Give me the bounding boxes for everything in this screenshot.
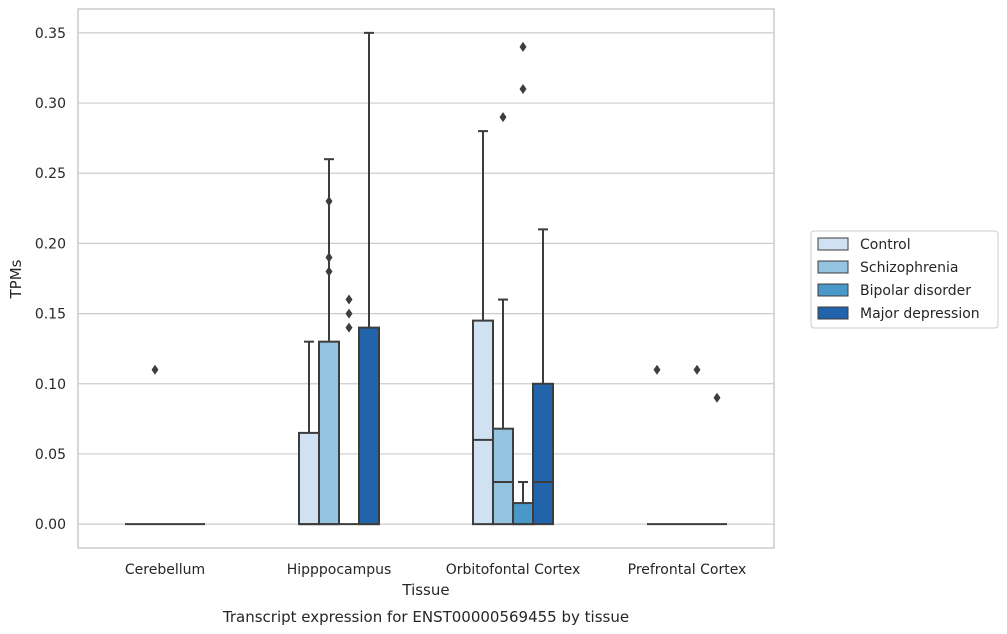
box-body	[358, 326, 380, 526]
outlier-point	[325, 266, 333, 277]
y-tick-label: 0.30	[35, 96, 66, 112]
y-tick-label: 0.20	[35, 236, 66, 252]
outlier-point	[519, 41, 527, 52]
box-control	[298, 340, 320, 526]
box-control	[472, 130, 494, 526]
x-tick-label: Orbitofontal Cortex	[446, 562, 581, 578]
legend-swatch	[817, 283, 849, 297]
y-axis-title: TPMs	[7, 259, 25, 299]
box-schizophrenia	[145, 364, 165, 526]
plot-frame	[77, 8, 775, 549]
legend: Control Schizophrenia Bipolar disorder Majo…	[810, 230, 999, 329]
legend-frame	[810, 230, 999, 329]
box-schizophrenia	[318, 158, 340, 526]
y-tick-label: 0.35	[35, 26, 66, 42]
outlier-point	[499, 112, 507, 123]
outlier-point	[693, 364, 701, 375]
legend-swatch	[817, 306, 849, 320]
box-bipolar-disorder	[339, 294, 359, 526]
y-tick-label: 0.15	[35, 307, 66, 323]
outlier-point	[325, 252, 333, 263]
outlier-point	[653, 364, 661, 375]
y-tick-label: 0.25	[35, 166, 66, 182]
legend-label: Schizophrenia	[860, 260, 958, 276]
box-body	[532, 382, 554, 526]
box-bipolar-disorder	[687, 364, 707, 526]
y-axis-ticks: 0.00 0.05 0.10 0.15 0.20 0.25 0.30 0.35	[35, 26, 66, 533]
x-tick-label: Prefrontal Cortex	[628, 562, 747, 578]
y-tick-label: 0.05	[35, 447, 66, 463]
outlier-point	[519, 84, 527, 95]
chart-title: Transcript expression for ENST0000056945…	[222, 608, 629, 626]
box-body	[318, 340, 340, 526]
outlier-point	[151, 364, 159, 375]
y-tick-label: 0.10	[35, 377, 66, 393]
outlier-point	[345, 308, 353, 319]
legend-label: Bipolar disorder	[860, 283, 971, 299]
outlier-point	[345, 322, 353, 333]
box-body	[472, 319, 494, 526]
legend-swatch	[817, 260, 849, 274]
x-axis-title: Tissue	[401, 581, 449, 599]
box-schizophrenia	[492, 112, 514, 526]
legend-label: Major depression	[860, 306, 980, 322]
x-tick-label: Hipppocampus	[287, 562, 392, 578]
boxes	[125, 31, 727, 526]
box-control	[647, 364, 667, 526]
y-tick-label: 0.00	[35, 517, 66, 533]
box-major-depression	[707, 392, 727, 526]
outlier-point	[325, 196, 333, 207]
box-major-depression	[532, 228, 554, 526]
legend-label: Control	[860, 237, 911, 253]
box-major-depression	[358, 31, 380, 526]
box-body	[512, 502, 534, 526]
x-axis-ticks: Cerebellum Hipppocampus Orbitofontal Corte…	[125, 562, 746, 578]
box-body	[492, 427, 514, 526]
legend-swatch	[817, 237, 849, 251]
x-tick-label: Cerebellum	[125, 562, 205, 578]
box-body	[298, 431, 320, 526]
outlier-point	[345, 294, 353, 305]
outlier-point	[713, 392, 721, 403]
